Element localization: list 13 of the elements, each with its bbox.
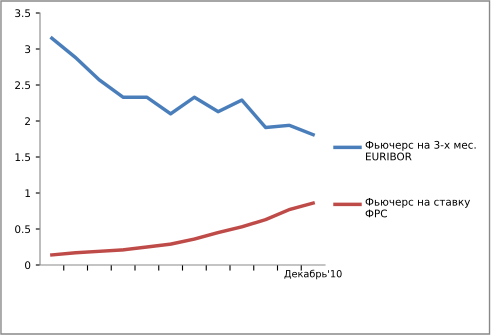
y-tick-label: 3 xyxy=(25,45,30,54)
y-tick-label: 1 xyxy=(25,189,30,197)
line-series xyxy=(50,201,315,257)
y-tick-label: 0.5 xyxy=(15,225,30,234)
y-tick-label: 3.5 xyxy=(15,9,30,18)
x-tick-label: Декабрь'10 xyxy=(284,270,342,280)
y-tick-label: 1.5 xyxy=(16,153,30,162)
y-tick-label: 2.5 xyxy=(15,81,30,90)
line-series xyxy=(50,36,315,136)
y-tick-label: 2 xyxy=(25,117,30,125)
legend-label: Фьючерс на 3-х мес. EURIBOR xyxy=(366,140,476,160)
legend-label: Фьючерс на ставку ФРС xyxy=(366,198,470,218)
y-tick-label: 0 xyxy=(25,261,30,270)
